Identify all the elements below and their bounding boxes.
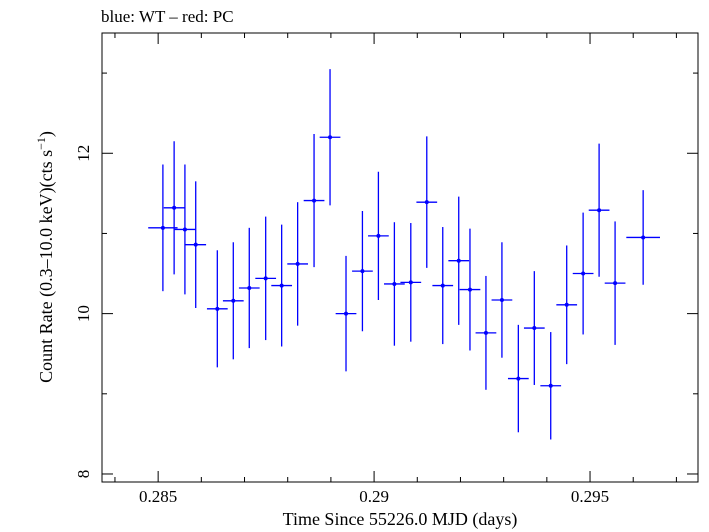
data-marker <box>467 287 472 292</box>
data-marker <box>499 297 504 302</box>
data-point <box>222 242 244 360</box>
data-marker <box>456 258 461 263</box>
data-point <box>384 222 405 346</box>
data-marker <box>440 283 445 288</box>
data-point <box>475 275 497 390</box>
data-point <box>255 216 277 341</box>
data-point <box>271 224 293 347</box>
data-point <box>604 221 626 345</box>
data-point <box>523 271 545 385</box>
data-marker <box>360 269 365 274</box>
data-point <box>352 210 373 332</box>
data-marker <box>532 326 537 331</box>
data-marker <box>344 311 349 316</box>
data-marker <box>279 283 284 288</box>
y-tick-label: 8 <box>74 470 93 479</box>
data-point <box>148 164 178 292</box>
data-marker <box>641 235 646 240</box>
data-marker <box>172 205 177 210</box>
y-tick-label: 12 <box>74 145 93 162</box>
data-marker <box>247 285 252 290</box>
data-point <box>335 255 357 372</box>
data-marker <box>408 280 413 285</box>
data-point <box>432 227 454 345</box>
data-marker <box>312 198 317 203</box>
axis-ticks: 0.285 0.29 0.295 8 10 12 <box>74 33 698 506</box>
x-axis-label: Time Since 55226.0 MJD (days) <box>283 509 518 530</box>
data-point <box>540 332 562 440</box>
data-marker <box>295 261 300 266</box>
data-marker <box>160 225 165 230</box>
data-point <box>287 202 309 326</box>
data-point <box>163 141 185 275</box>
data-point <box>174 164 196 295</box>
data-marker <box>215 306 220 311</box>
data-marker <box>548 383 553 388</box>
data-marker <box>613 281 618 286</box>
data-point <box>416 136 438 268</box>
data-point <box>319 69 341 206</box>
data-marker <box>231 298 236 303</box>
x-tick-label: 0.29 <box>359 487 389 506</box>
chart-title: blue: WT – red: PC <box>101 7 234 26</box>
data-point <box>400 223 422 342</box>
y-tick-label: 10 <box>74 305 93 322</box>
data-marker <box>376 233 381 238</box>
x-tick-label: 0.295 <box>571 487 609 506</box>
data-point <box>491 242 513 358</box>
data-marker <box>263 276 268 281</box>
y-axis-label-close: ) <box>36 131 57 137</box>
data-marker <box>581 271 586 276</box>
data-marker <box>182 227 187 232</box>
data-points <box>148 69 660 440</box>
data-point <box>206 250 228 368</box>
data-point <box>238 227 260 349</box>
data-point <box>626 190 660 285</box>
plot-frame <box>101 32 699 483</box>
x-tick-label: 0.285 <box>139 487 177 506</box>
data-point <box>459 228 481 351</box>
y-axis-label: Count Rate (0.3–10.0 keV)(cts s−1) <box>34 131 57 383</box>
data-marker <box>516 376 521 381</box>
data-marker <box>392 281 397 286</box>
data-point <box>556 245 578 365</box>
data-marker <box>564 302 569 307</box>
y-axis-label-main: Count Rate (0.3–10.0 keV)(cts s <box>36 150 57 383</box>
data-marker <box>483 330 488 335</box>
data-point <box>507 324 529 433</box>
data-marker <box>597 208 602 213</box>
data-point <box>448 196 470 325</box>
data-marker <box>328 135 333 140</box>
data-point <box>368 171 389 300</box>
data-marker <box>193 242 198 247</box>
data-marker <box>424 200 429 205</box>
data-point <box>185 181 207 309</box>
data-point <box>588 143 610 277</box>
data-point <box>303 134 325 268</box>
y-axis-label-exponent: −1 <box>34 137 48 150</box>
data-point <box>572 212 594 335</box>
